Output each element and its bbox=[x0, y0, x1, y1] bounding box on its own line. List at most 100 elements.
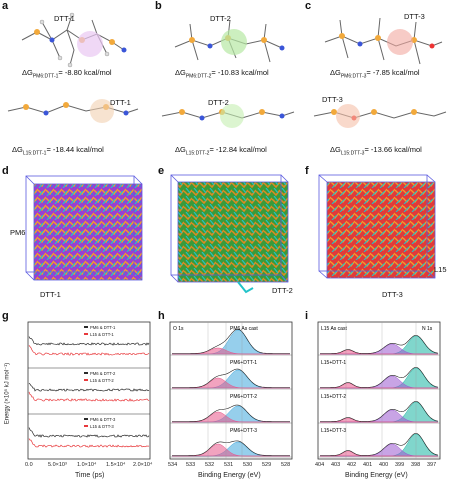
i-xtick-1: 403 bbox=[331, 462, 341, 468]
i-trace-2-peak-3 bbox=[320, 382, 438, 389]
h-xtick-1: 533 bbox=[186, 462, 196, 468]
molecule-c-top bbox=[324, 17, 443, 65]
h-trace-3-envelope bbox=[172, 404, 290, 422]
callout-a-top: DTT-1 bbox=[54, 14, 75, 23]
callout-a-bottom: DTT-1 bbox=[110, 98, 131, 107]
g-xtick-0: 0.0 bbox=[25, 462, 33, 468]
panel-label-i: i bbox=[305, 310, 309, 322]
i-trace-3-peak-3 bbox=[320, 417, 438, 423]
h-trace-3-peak-2 bbox=[172, 411, 290, 423]
panel-label-f: f bbox=[305, 165, 309, 177]
molecule-c-bottom bbox=[313, 104, 447, 128]
callout-d-pm6: PM6 bbox=[10, 228, 26, 237]
i-xtick-0: 404 bbox=[315, 462, 325, 468]
panel-label-d: d bbox=[2, 165, 9, 177]
g-legend-3a: PM6 & DTT-3 bbox=[90, 417, 116, 422]
g-series-1-l15 bbox=[28, 345, 150, 356]
g-series-1-pm6 bbox=[28, 336, 150, 346]
i-trace-1-envelope bbox=[320, 335, 439, 354]
g-series-3-l15 bbox=[28, 438, 150, 448]
h-trace-2-envelope bbox=[172, 368, 290, 388]
md-box-f bbox=[318, 174, 436, 279]
h-trace-1-peak-1 bbox=[172, 329, 290, 355]
dg-a-top: ΔGPM6:DTT-1= -8.80 kcal/mol bbox=[22, 68, 112, 80]
h-xtick-3: 531 bbox=[224, 462, 234, 468]
g-xtick-2: 1.0×10⁴ bbox=[77, 462, 97, 468]
i-xtick-5: 399 bbox=[395, 462, 405, 468]
i-trace-3-envelope bbox=[320, 401, 439, 422]
g-legend-3b: L15 & DTT-3 bbox=[90, 424, 114, 429]
i-trace-1-peak-3 bbox=[320, 349, 438, 355]
g-ylabel: Energy (×10⁵ kJ mol⁻¹) bbox=[4, 362, 11, 425]
i-xtick-3: 401 bbox=[363, 462, 373, 468]
h-trace-1-envelope bbox=[172, 328, 290, 354]
callout-b-top: DTT-2 bbox=[210, 14, 231, 23]
callout-c-top: DTT-3 bbox=[404, 12, 425, 21]
h-trace-1-label: PM6 As cast bbox=[230, 326, 258, 332]
i-title: N 1s bbox=[422, 326, 433, 332]
callout-b-bottom: DTT-2 bbox=[208, 98, 229, 107]
g-legend-1a: PM6 & DTT-1 bbox=[90, 325, 116, 330]
callout-f-dtt3: DTT-3 bbox=[382, 290, 403, 299]
g-chart: PM6 & DTT-1 L15 & DTT-1 PM6 & DTT-2 L15 … bbox=[27, 321, 151, 460]
h-trace-2-peak-2 bbox=[172, 377, 290, 389]
i-trace-1-label: L15 As cast bbox=[321, 326, 347, 332]
i-trace-3-label: L15+DTT-2 bbox=[321, 394, 346, 400]
molecule-b-top bbox=[174, 19, 285, 63]
h-xtick-0: 534 bbox=[168, 462, 178, 468]
g-series-3-pm6 bbox=[28, 427, 150, 438]
h-trace-2-label: PM6+DTT-1 bbox=[230, 360, 257, 366]
g-legend-2b: L15 & DTT-2 bbox=[90, 378, 114, 383]
i-trace-2-envelope bbox=[320, 367, 439, 388]
h-trace-4-label: PM6+DTT-3 bbox=[230, 428, 257, 434]
i-trace-4-label: L15+DTT-3 bbox=[321, 428, 346, 434]
panel-label-c: c bbox=[305, 0, 312, 12]
h-xlabel: Binding Energy (eV) bbox=[198, 472, 261, 479]
dg-b-bottom: ΔGL15:DTT-2= -12.84 kcal/mol bbox=[175, 145, 267, 157]
panel-label-g: g bbox=[2, 310, 9, 322]
panel-label-b: b bbox=[155, 0, 162, 12]
g-xtick-4: 2.0×10⁴ bbox=[133, 462, 153, 468]
dg-c-top: ΔGPM6:DTT-3= -7.85 kcal/mol bbox=[330, 68, 420, 80]
h-trace-4-peak-2 bbox=[172, 443, 290, 457]
g-series-2-pm6 bbox=[28, 382, 150, 392]
h-xtick-4: 530 bbox=[243, 462, 253, 468]
molecule-a-bottom bbox=[7, 99, 139, 123]
g-series-2-l15 bbox=[28, 391, 150, 402]
h-title: O 1s bbox=[173, 326, 184, 332]
callout-e-dtt2: DTT-2 bbox=[272, 286, 293, 295]
h-trace-4-envelope bbox=[172, 440, 290, 456]
i-xtick-4: 400 bbox=[379, 462, 389, 468]
g-xtick-3: 1.5×10⁴ bbox=[106, 462, 126, 468]
h-chart: O 1s PM6 As cast PM6+DTT-1 PM6+DTT-2 PM6+DT… bbox=[169, 321, 293, 460]
g-xtick-1: 5.0×10³ bbox=[48, 462, 67, 468]
molecule-b-bottom bbox=[161, 104, 295, 128]
panel-label-h: h bbox=[158, 310, 165, 322]
g-legend-2a: PM6 & DTT-2 bbox=[90, 371, 116, 376]
molecule-a-top bbox=[21, 12, 127, 68]
h-xtick-5: 529 bbox=[262, 462, 272, 468]
panel-label-a: a bbox=[2, 0, 9, 12]
h-xtick-2: 532 bbox=[205, 462, 215, 468]
i-trace-2-label: L15+DTT-1 bbox=[321, 360, 346, 366]
callout-f-l15: L15 bbox=[434, 265, 447, 274]
dg-a-bottom: ΔGL15:DTT-1= -18.44 kcal/mol bbox=[12, 145, 104, 157]
callout-d-dtt1: DTT-1 bbox=[40, 290, 61, 299]
i-xtick-6: 398 bbox=[411, 462, 421, 468]
h-trace-3-label: PM6+DTT-2 bbox=[230, 394, 257, 400]
md-box-e bbox=[170, 174, 289, 294]
h-xtick-6: 528 bbox=[281, 462, 291, 468]
g-xlabel: Time (ps) bbox=[75, 472, 105, 479]
callout-c-bottom: DTT-3 bbox=[322, 95, 343, 104]
g-legend-1b: L15 & DTT-1 bbox=[90, 332, 114, 337]
i-xlabel: Binding Energy (eV) bbox=[345, 472, 408, 479]
i-xtick-7: 397 bbox=[427, 462, 437, 468]
panel-label-e: e bbox=[158, 165, 165, 177]
i-xtick-2: 402 bbox=[347, 462, 357, 468]
h-trace-1-peak-2 bbox=[172, 347, 290, 355]
i-trace-4-envelope bbox=[320, 433, 439, 456]
i-trace-4-peak-3 bbox=[320, 450, 438, 457]
i-chart: N 1s L15 As cast L15+DTT-1 L15+DTT-2 L15+DT… bbox=[317, 321, 441, 460]
md-box-d bbox=[25, 175, 143, 281]
dg-c-bottom: ΔGL15:DTT-3= -13.66 kcal/mol bbox=[330, 145, 422, 157]
